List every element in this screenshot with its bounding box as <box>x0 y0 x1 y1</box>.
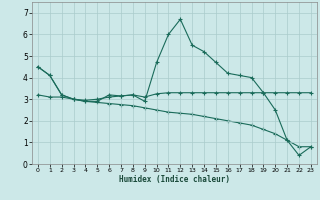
X-axis label: Humidex (Indice chaleur): Humidex (Indice chaleur) <box>119 175 230 184</box>
